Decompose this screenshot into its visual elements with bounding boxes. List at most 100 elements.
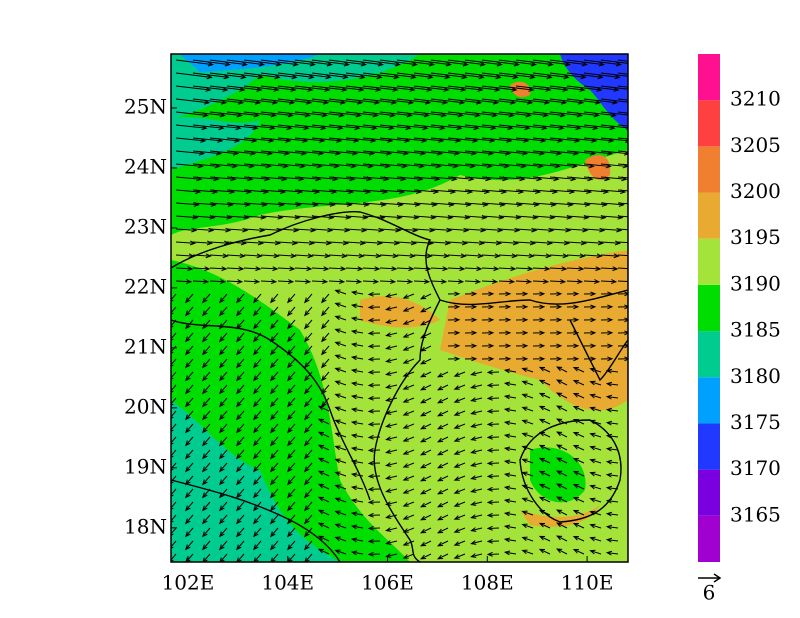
wind-arrow xyxy=(175,59,214,67)
wind-arrow xyxy=(532,356,546,362)
wind-arrow xyxy=(379,111,413,118)
wind-arrow xyxy=(171,449,177,458)
wind-arrow xyxy=(171,371,177,380)
wind-arrow xyxy=(317,509,330,516)
wind-arrow xyxy=(572,496,585,503)
wind-arrow xyxy=(515,343,529,349)
wind-arrow xyxy=(617,59,628,62)
wind-arrow xyxy=(572,444,585,451)
wind-arrow xyxy=(321,306,330,317)
wind-arrow xyxy=(185,514,194,525)
wind-arrow xyxy=(447,72,485,80)
wind-arrow xyxy=(617,85,628,88)
wind-arrow xyxy=(260,279,278,284)
wind-arrow xyxy=(556,392,568,399)
wind-arrow xyxy=(236,306,245,317)
wind-arrow xyxy=(304,436,313,447)
wind-arrow xyxy=(549,356,563,362)
wind-arrow xyxy=(294,111,328,118)
wind-arrow xyxy=(498,240,520,246)
wind-arrow xyxy=(556,509,568,516)
wind-arrow xyxy=(202,475,211,486)
wind-arrow xyxy=(328,98,364,105)
wind-arrow xyxy=(192,253,212,259)
wind-arrow xyxy=(270,449,279,460)
wind-arrow xyxy=(277,72,315,80)
wind-arrow xyxy=(385,410,398,415)
wind-arrow xyxy=(311,59,350,67)
wind-arrow xyxy=(486,395,500,401)
wind-arrow xyxy=(385,371,398,376)
wind-arrow xyxy=(589,484,602,490)
wind-arrow xyxy=(367,291,381,297)
wind-arrow xyxy=(350,498,364,504)
wind-arrow xyxy=(321,293,330,304)
wind-arrow xyxy=(498,72,536,80)
wind-arrow xyxy=(270,397,279,408)
wind-arrow xyxy=(470,527,483,532)
wind-arrow xyxy=(253,436,262,447)
wind-arrow xyxy=(402,436,415,442)
wind-arrow xyxy=(185,527,194,538)
wind-arrow xyxy=(486,512,500,518)
wind-arrow xyxy=(219,410,228,421)
wind-arrow xyxy=(253,332,262,343)
wind-arrow xyxy=(515,317,529,323)
wind-arrow xyxy=(605,537,619,543)
wind-arrow xyxy=(367,382,381,388)
wind-arrow xyxy=(253,306,262,317)
colorbar-box xyxy=(698,238,720,285)
wind-arrow xyxy=(219,488,228,499)
wind-arrow xyxy=(583,330,597,336)
wind-arrow xyxy=(226,240,248,246)
wind-arrow xyxy=(362,59,401,67)
wind-arrow xyxy=(566,330,580,336)
wind-arrow xyxy=(419,319,432,326)
wind-arrow xyxy=(589,523,602,529)
colorbar-box xyxy=(698,423,720,470)
wind-arrow xyxy=(350,394,364,400)
wind-arrow xyxy=(171,397,177,406)
wind-arrow xyxy=(236,358,245,369)
wind-arrow xyxy=(419,306,432,313)
wind-arrow xyxy=(253,293,262,304)
wind-arrow xyxy=(171,514,177,523)
wind-arrow xyxy=(583,253,603,259)
wind-arrow xyxy=(566,317,580,323)
wind-arrow xyxy=(385,527,398,532)
wind-arrow xyxy=(171,319,177,328)
wind-arrow xyxy=(277,266,296,272)
wind-arrow xyxy=(600,59,628,64)
wind-arrow xyxy=(287,371,296,382)
wind-arrow xyxy=(556,548,568,555)
wind-arrow xyxy=(453,410,466,416)
wind-arrow xyxy=(470,384,483,389)
wind-arrow xyxy=(583,98,619,105)
wind-arrow xyxy=(402,410,415,416)
wind-arrow xyxy=(402,553,415,559)
wind-arrow xyxy=(447,111,481,118)
wind-arrow xyxy=(486,460,500,466)
wind-arrow xyxy=(253,371,262,382)
wind-arrow xyxy=(350,316,364,322)
x-tick-label: 102E xyxy=(162,571,215,595)
wind-arrow xyxy=(600,356,614,362)
wind-arrow xyxy=(447,317,461,323)
wind-arrow xyxy=(600,240,622,246)
wind-arrow xyxy=(202,514,211,525)
wind-arrow xyxy=(253,319,262,330)
wind-arrow xyxy=(350,459,364,465)
wind-arrow xyxy=(521,458,534,464)
wind-arrow xyxy=(219,397,228,408)
wind-arrow xyxy=(304,475,313,486)
wind-arrow xyxy=(350,342,364,348)
colorbar-label: 3175 xyxy=(730,410,781,434)
wind-arrow xyxy=(219,319,228,330)
wind-arrow xyxy=(464,266,483,272)
wind-arrow xyxy=(385,332,398,337)
wind-arrow xyxy=(503,446,517,452)
colorbar-label: 3195 xyxy=(730,225,781,249)
wind-arrow xyxy=(538,496,551,503)
wind-arrow xyxy=(321,345,330,356)
colorbar-label: 3210 xyxy=(730,87,781,111)
